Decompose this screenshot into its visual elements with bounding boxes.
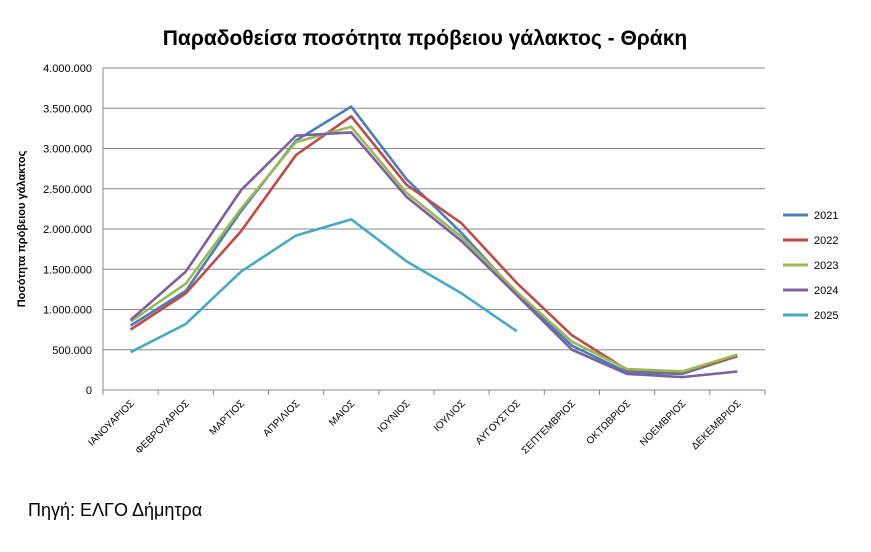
y-tick-label: 4.000.000 [43, 63, 92, 75]
x-tick-label: ΙΟΥΛΙΟΣ [432, 398, 468, 434]
series-line-2024 [129, 131, 738, 379]
series-line-2023 [129, 125, 738, 373]
legend-label: 2022 [814, 235, 838, 247]
x-tick-label: ΔΕΚΕΜΒΡΙΟΣ [690, 398, 744, 452]
chart-title: Παραδοθείσα ποσότητα πρόβειου γάλακτος -… [163, 27, 687, 50]
y-tick-label: 2.000.000 [43, 224, 92, 236]
x-tick-label: ΙΑΝΟΥΑΡΙΟΣ [86, 398, 136, 448]
legend-label: 2025 [814, 310, 838, 322]
x-tick-label: ΟΚΤΩΒΡΙΟΣ [584, 398, 633, 447]
series-line-2021 [129, 105, 738, 376]
source-note: Πηγή: ΕΛΓΟ Δήμητρα [28, 500, 203, 520]
y-tick-label: 1.000.000 [43, 305, 92, 317]
x-tick-label: ΑΥΓΟΥΣΤΟΣ [474, 398, 523, 447]
x-tick-label: ΝΟΕΜΒΡΙΟΣ [638, 398, 688, 448]
x-tick-label: ΣΕΠΤΕΜΒΡΙΟΣ [520, 398, 578, 456]
series-line-2025 [129, 218, 518, 354]
x-tick-label: ΑΠΡΙΛΙΟΣ [261, 398, 302, 439]
legend-label: 2023 [814, 260, 838, 272]
x-tick-label: ΜΑΙΟΣ [327, 398, 357, 428]
y-tick-label: 1.500.000 [43, 264, 92, 276]
y-tick-label: 3.000.000 [43, 144, 92, 156]
x-tick-label: ΦΕΒΡΟΥΑΡΙΟΣ [134, 398, 192, 456]
y-tick-label: 3.500.000 [43, 103, 92, 115]
x-tick-label: ΙΟΥΝΙΟΣ [376, 398, 413, 435]
y-axis-label: Ποσότητα πρόβειου γάλακτος [16, 150, 28, 307]
y-tick-label: 500.000 [52, 345, 92, 357]
legend-label: 2021 [814, 210, 838, 222]
legend-label: 2024 [814, 285, 838, 297]
y-tick-label: 2.500.000 [43, 184, 92, 196]
series-line-2022 [129, 115, 738, 374]
y-tick-label: 0 [86, 385, 92, 397]
x-tick-label: ΜΑΡΤΙΟΣ [208, 398, 247, 437]
